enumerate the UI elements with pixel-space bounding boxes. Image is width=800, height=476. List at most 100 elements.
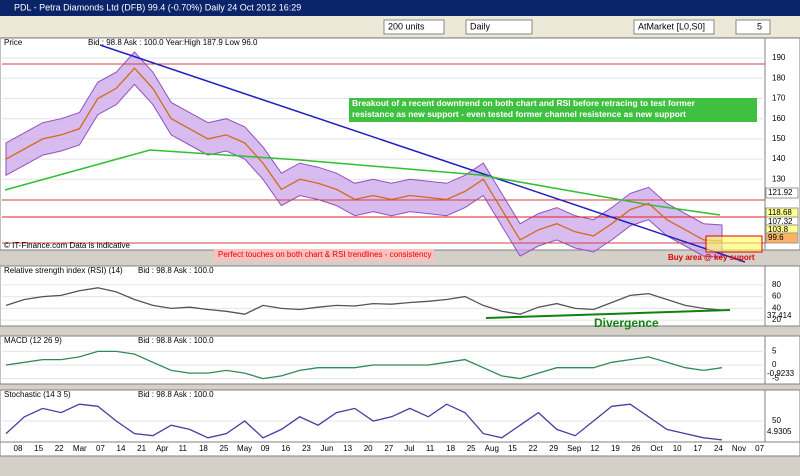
downtrend-line xyxy=(99,44,746,263)
size: 200 units xyxy=(388,21,425,31)
panel xyxy=(0,389,800,443)
x-tick-label: 16 xyxy=(281,444,290,453)
panel xyxy=(0,335,800,385)
count-box[interactable] xyxy=(735,19,771,35)
panel-quote: Bid : 98.8 Ask : 100.0 xyxy=(138,336,214,345)
x-tick-label: 26 xyxy=(632,444,641,453)
x-tick-label: 25 xyxy=(220,444,229,453)
level-label: 107.32 xyxy=(768,217,793,226)
order-box[interactable] xyxy=(633,19,715,35)
y-tick-label: 130 xyxy=(772,174,786,183)
panel-label: Price xyxy=(4,38,23,47)
x-tick-label: 15 xyxy=(508,444,517,453)
x-tick-label: 27 xyxy=(384,444,393,453)
y-tick-label: 190 xyxy=(772,53,786,62)
last-value: -0.9233 xyxy=(767,369,795,378)
x-tick-label: 07 xyxy=(755,444,764,453)
x-tick-label: 11 xyxy=(426,444,435,453)
x-tick-label: Sep xyxy=(567,444,582,453)
size-box[interactable] xyxy=(383,19,445,35)
x-tick-label: Mar xyxy=(73,444,87,453)
panel xyxy=(0,265,800,327)
panel-quote: Bid : 98.8 Ask : 100.0 xyxy=(138,390,214,399)
x-tick-label: 11 xyxy=(179,444,188,453)
level-label: 103.8 xyxy=(768,225,789,234)
panel-label: Stochastic (14 3 5) xyxy=(4,390,71,399)
y-tick-label: 20 xyxy=(772,315,781,324)
source-note: © IT-Finance.com Data is indicative xyxy=(4,241,130,250)
order: AtMarket [L0,S0] xyxy=(638,21,705,31)
x-tick-label: 09 xyxy=(261,444,270,453)
level-label: 99.6 xyxy=(768,233,784,242)
y-tick-label: 140 xyxy=(772,154,786,163)
x-tick-label: 07 xyxy=(96,444,105,453)
x-tick-label: 08 xyxy=(14,444,23,453)
x-tick-label: 24 xyxy=(714,444,723,453)
moving-average xyxy=(4,149,721,216)
series-line xyxy=(5,350,723,380)
x-tick-label: 21 xyxy=(137,444,146,453)
x-tick-label: 18 xyxy=(199,444,208,453)
series-line xyxy=(5,67,723,242)
x-tick-label: Jun xyxy=(321,444,334,453)
breakout-note: Breakout of a recent downtrend on both c… xyxy=(352,98,697,119)
x-tick-label: May xyxy=(237,444,252,453)
x-tick-label: 19 xyxy=(611,444,620,453)
note-box xyxy=(214,249,434,261)
level-box xyxy=(765,232,799,244)
x-tick-label: Jul xyxy=(404,444,414,453)
x-tick-label: 10 xyxy=(673,444,682,453)
y-tick-label: 50 xyxy=(772,416,781,425)
last-value: 4.9305 xyxy=(767,427,792,436)
note-box xyxy=(349,98,757,122)
x-tick-label: Apr xyxy=(156,444,169,453)
panel-quote: Bid : 98.8 Ask : 100.0 Year:High 187.9 L… xyxy=(88,38,258,47)
y-tick-label: 5 xyxy=(772,347,777,356)
date-axis xyxy=(0,441,800,457)
divergence-note: Divergence xyxy=(594,316,659,330)
last-value: 37.414 xyxy=(767,311,792,320)
count: 5 xyxy=(757,21,762,31)
series-line xyxy=(5,403,723,441)
buy-note: Buy area @ key suport xyxy=(668,253,755,262)
interval-box[interactable] xyxy=(465,19,533,35)
y-tick-label: 180 xyxy=(772,73,786,82)
interval: Daily xyxy=(470,21,491,31)
touches-note: Perfect touches on both chart & RSI tren… xyxy=(218,250,431,259)
window-title: PDL - Petra Diamonds Ltd (DFB) 99.4 (-0.… xyxy=(14,2,301,12)
y-tick-label: 160 xyxy=(772,114,786,123)
rsi-support xyxy=(485,309,731,319)
x-tick-label: Oct xyxy=(650,444,663,453)
panel-label: MACD (12 26 9) xyxy=(4,336,62,345)
y-tick-label: 150 xyxy=(772,134,786,143)
y-tick-label: 0 xyxy=(772,360,777,369)
level-label: 118.68 xyxy=(768,208,792,217)
x-tick-label: 15 xyxy=(34,444,43,453)
x-tick-label: 25 xyxy=(467,444,476,453)
x-tick-label: 12 xyxy=(590,444,599,453)
x-tick-label: 18 xyxy=(446,444,455,453)
bollinger-band xyxy=(5,51,723,258)
y-tick-label: 80 xyxy=(772,280,781,289)
buy-area xyxy=(705,235,763,253)
x-tick-label: Nov xyxy=(732,444,746,453)
x-tick-label: 14 xyxy=(117,444,126,453)
x-tick-label: 22 xyxy=(529,444,538,453)
level-label: 121.92 xyxy=(768,188,793,197)
x-tick-label: 22 xyxy=(55,444,64,453)
panel-quote: Bid : 98.8 Ask : 100.0 xyxy=(138,266,214,275)
y-tick-label: -5 xyxy=(772,374,780,383)
title-bar xyxy=(0,0,800,16)
x-tick-label: Aug xyxy=(485,444,499,453)
y-tick-label: 60 xyxy=(772,292,781,301)
x-tick-label: 29 xyxy=(549,444,558,453)
x-tick-label: 20 xyxy=(364,444,373,453)
y-tick-label: 170 xyxy=(772,94,786,103)
x-tick-label: 17 xyxy=(693,444,702,453)
panel-label: Relative strength index (RSI) (14) xyxy=(4,266,123,275)
x-tick-label: 23 xyxy=(302,444,311,453)
series-line xyxy=(5,287,723,315)
level-box xyxy=(765,187,799,199)
